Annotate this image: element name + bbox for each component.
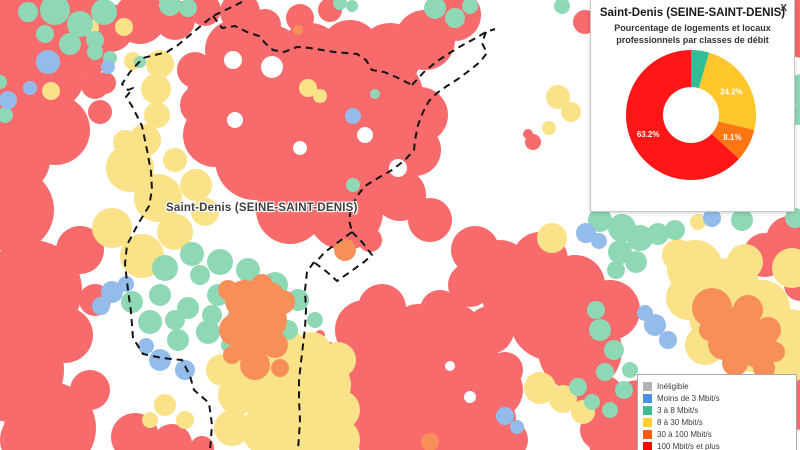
donut-chart: 24.2% 8.1% 63.2% [626,50,756,180]
legend-item-label: Moins de 3 Mbit/s [657,394,720,403]
legend-item: 100 Mbit/s et plus [643,441,796,450]
legend-color-swatch [643,406,652,415]
legend-item-label: 3 à 8 Mbit/s [657,406,699,415]
donut-slice[interactable] [691,50,710,89]
legend-item-label: 100 Mbit/s et plus [657,442,720,450]
legend-item: 30 à 100 Mbit/s [643,429,796,440]
donut-slice[interactable] [711,121,755,159]
legend-color-swatch [643,382,652,391]
map-blobs-blue [0,50,721,434]
donut-slice-label: 63.2% [637,130,660,139]
map-white-holes [224,51,476,403]
legend-item: Inéligible [643,381,796,392]
popup-title: Saint-Denis (SEINE-SAINT-DENIS) [599,7,786,19]
info-popup: X Saint-Denis (SEINE-SAINT-DENIS) Pource… [590,0,795,212]
legend-color-swatch [643,430,652,439]
donut-slice[interactable] [626,50,739,180]
legend-item-label: 8 à 30 Mbit/s [657,418,703,427]
donut-slice[interactable] [698,52,756,130]
donut-slice-label: 24.2% [720,87,743,96]
popup-close-button[interactable]: X [780,3,787,14]
legend-color-swatch [643,394,652,403]
commune-boundary [121,1,496,450]
legend-item: Moins de 3 Mbit/s [643,393,796,404]
map-blobs-orange [218,25,785,450]
legend-item-label: 30 à 100 Mbit/s [657,430,712,439]
legend-item-label: Inéligible [657,382,689,391]
donut-slice-label: 8.1% [723,133,741,142]
legend-color-swatch [643,442,652,450]
map-legend: Inéligible Moins de 3 Mbit/s 3 à 8 Mbit/s 8… [637,374,797,450]
popup-subtitle: Pourcentage de logements et locaux profe… [614,23,771,45]
legend-color-swatch [643,418,652,427]
legend-item: 3 à 8 Mbit/s [643,405,796,416]
legend-item: 8 à 30 Mbit/s [643,417,796,428]
